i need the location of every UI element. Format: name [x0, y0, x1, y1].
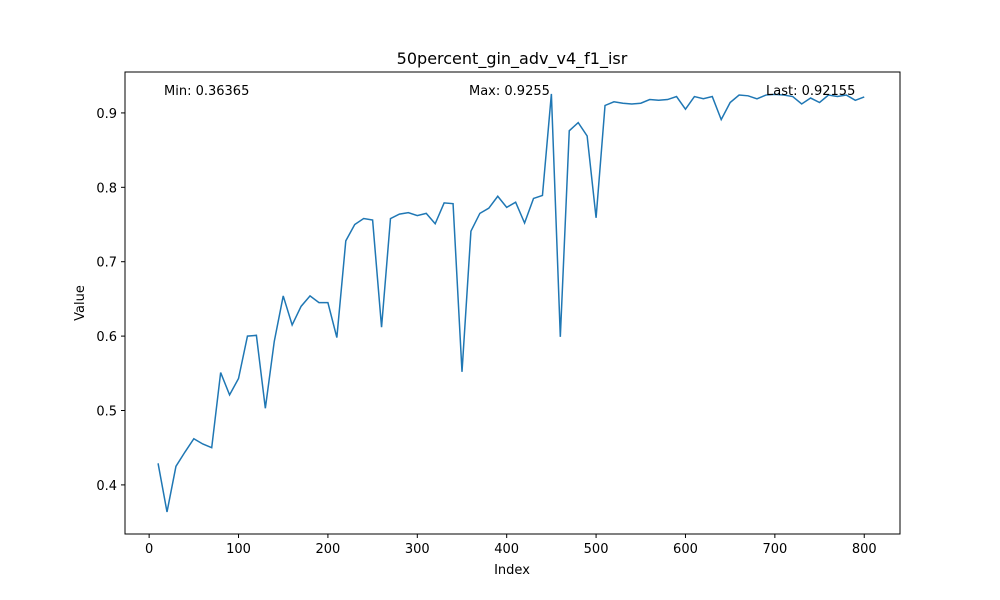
- x-tick-label: 200: [315, 542, 340, 557]
- plot-frame: [124, 71, 901, 535]
- y-tick-label: 0.8: [96, 181, 117, 196]
- y-axis: 0.4 0.5 0.6 0.7 0.8 0.9: [96, 107, 125, 494]
- last-annotation: Last: 0.92155: [766, 84, 855, 99]
- x-axis: 0 100 200 300 400 500 600 700 800: [145, 534, 877, 557]
- x-tick-label: 500: [584, 542, 609, 557]
- y-tick-label: 0.7: [96, 256, 117, 271]
- x-tick-label: 300: [405, 542, 430, 557]
- chart-title: 50percent_gin_adv_v4_f1_isr: [397, 49, 628, 69]
- y-tick-label: 0.6: [96, 330, 117, 345]
- y-tick-label: 0.9: [96, 107, 117, 122]
- x-tick-label: 800: [852, 542, 877, 557]
- x-axis-label: Index: [494, 563, 530, 578]
- y-tick-label: 0.5: [96, 405, 117, 420]
- y-axis-label: Value: [73, 285, 88, 321]
- plot-area: 0 100 200 300 400 500 600 700 800 0.40.50.60.70.…: [96, 71, 901, 557]
- y-tick-label: 0.4: [96, 479, 117, 494]
- series-line: [157, 93, 865, 513]
- x-tick-label: 400: [494, 542, 519, 557]
- x-tick-label: 0: [145, 542, 153, 557]
- max-annotation: Max: 0.9255: [469, 84, 550, 99]
- min-annotation: Min: 0.36365: [164, 84, 249, 99]
- x-tick-label: 700: [762, 542, 787, 557]
- x-tick-label: 600: [673, 542, 698, 557]
- x-tick-label: 100: [226, 542, 251, 557]
